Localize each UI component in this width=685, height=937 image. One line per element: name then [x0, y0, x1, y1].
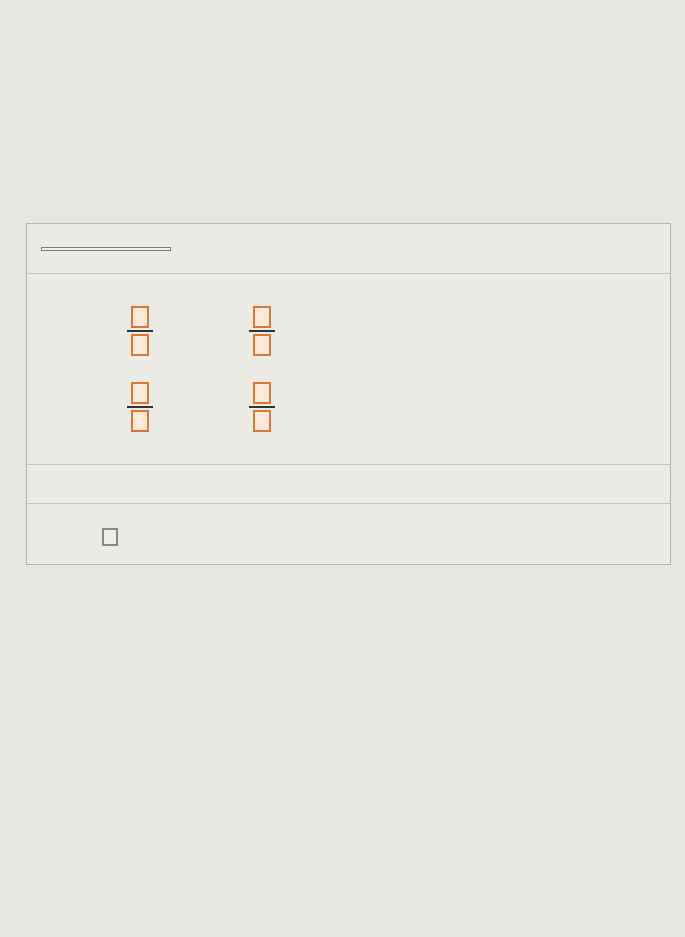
- part2-equations: [91, 306, 305, 432]
- part-4: [27, 504, 670, 564]
- cosU-input[interactable]: [249, 306, 275, 356]
- part4-input[interactable]: [102, 528, 118, 546]
- question-panel: [26, 223, 671, 565]
- part-1: [27, 224, 670, 273]
- triangle-figure: [62, 32, 671, 199]
- part4-equation: [101, 524, 656, 550]
- part1-dropdown[interactable]: [41, 247, 171, 251]
- cosT-input[interactable]: [249, 382, 275, 432]
- fraction-num-box[interactable]: [131, 306, 149, 328]
- part-2: [27, 274, 670, 465]
- part-3: [27, 465, 670, 504]
- triangle-svg: [62, 32, 362, 192]
- fraction-den-box[interactable]: [131, 334, 149, 356]
- sinT-input[interactable]: [127, 306, 153, 356]
- sinU-input[interactable]: [127, 382, 153, 432]
